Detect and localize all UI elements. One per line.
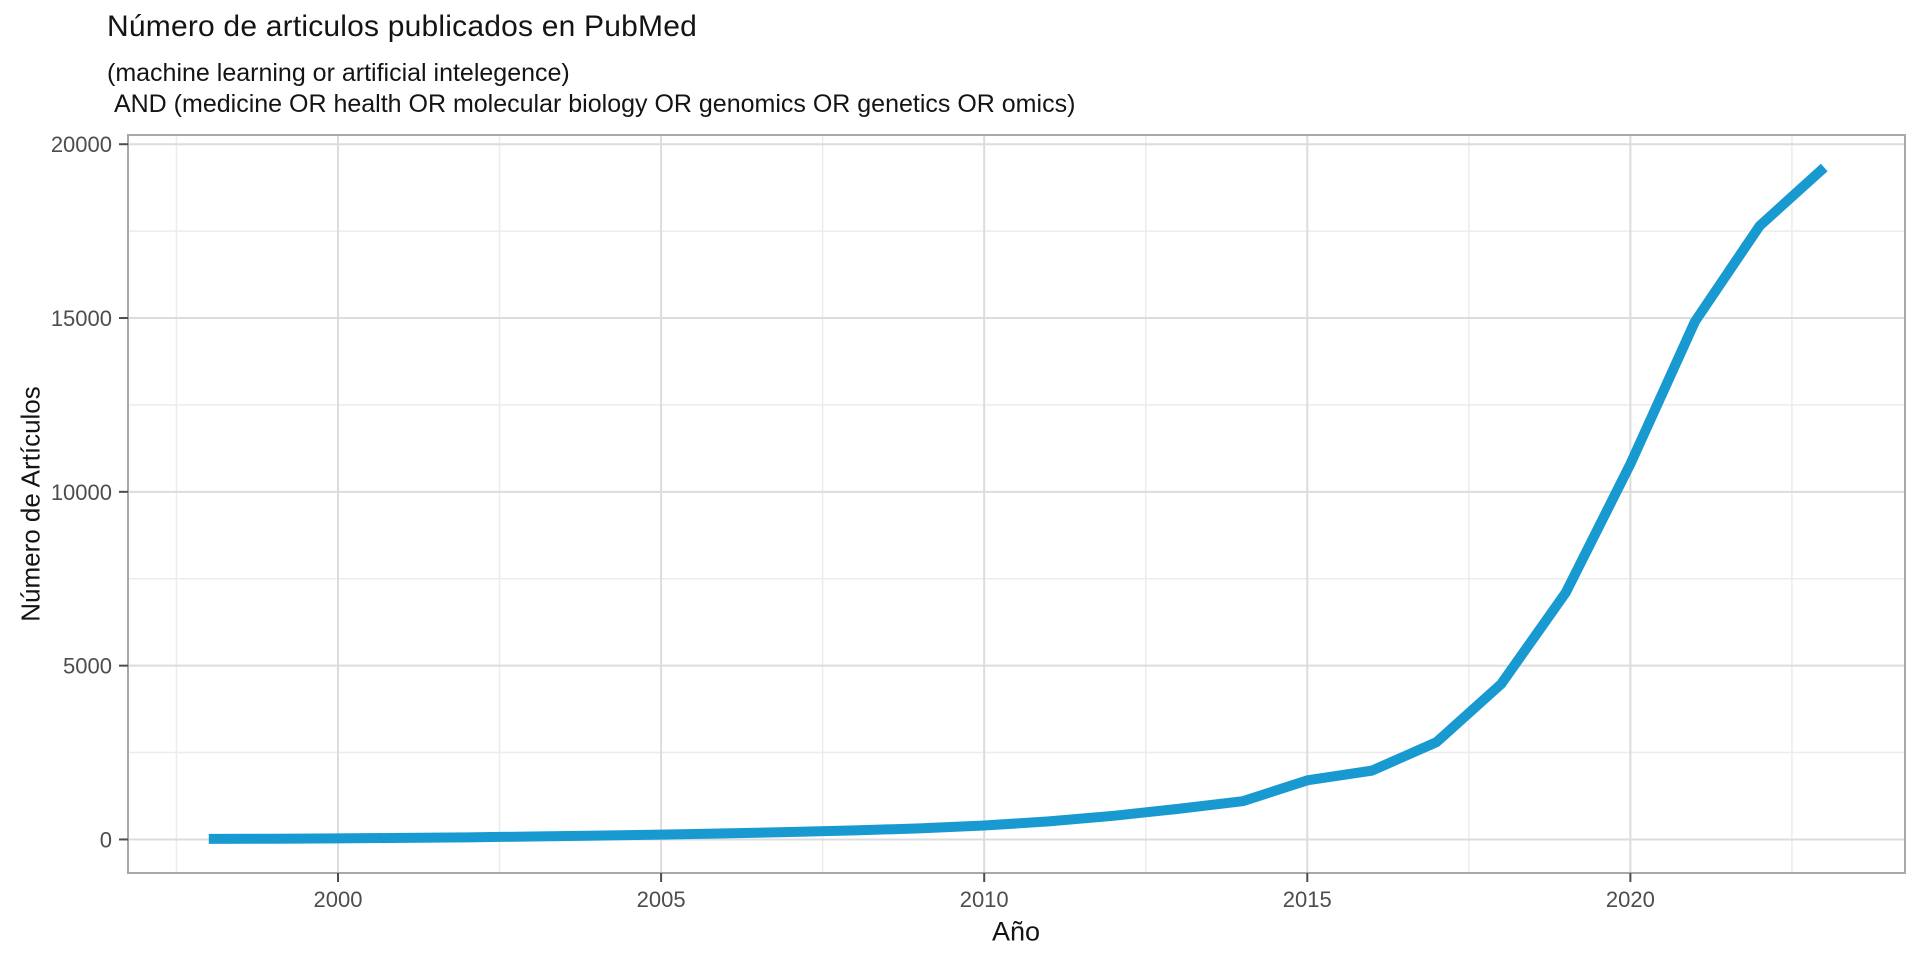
panel-border	[127, 134, 1906, 874]
x-tick-label: 2015	[1283, 887, 1332, 912]
y-tick-label: 20000	[51, 132, 112, 157]
data-line-articulos	[208, 163, 1828, 844]
chart-subtitle: (machine learning or artificial intelege…	[107, 59, 1076, 118]
y-tick-label: 5000	[63, 654, 112, 679]
chart-title: Número de articulos publicados en PubMed	[107, 10, 697, 43]
x-axis-title: Año	[991, 916, 1041, 947]
y-tick-label: 15000	[51, 306, 112, 331]
x-tick-label: 2020	[1606, 887, 1655, 912]
y-tick-label: 0	[100, 827, 112, 852]
x-tick-label: 2005	[637, 887, 686, 912]
y-tick-label: 10000	[51, 480, 112, 505]
x-tick-label: 2010	[960, 887, 1009, 912]
x-tick-label: 2000	[314, 887, 363, 912]
